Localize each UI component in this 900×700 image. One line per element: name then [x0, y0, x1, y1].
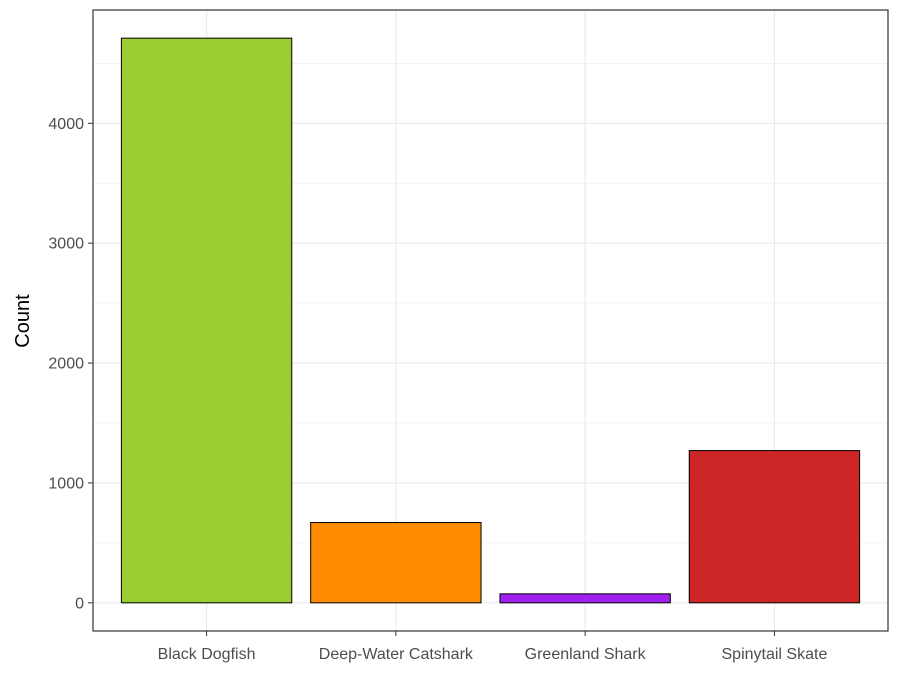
y-tick-label: 0: [75, 595, 84, 612]
x-tick-label: Black Dogfish: [158, 646, 256, 663]
x-axis: Black Dogfish Deep-Water Catshark Greenlan…: [158, 631, 828, 663]
x-tick-label: Greenland Shark: [525, 646, 647, 663]
plot-border: [92, 9, 889, 632]
x-tick-label: Deep-Water Catshark: [319, 646, 474, 663]
bar-greenland-shark: [499, 593, 671, 604]
bar-deep-water-catshark: [310, 522, 482, 604]
bar-spinytail-skate: [688, 450, 861, 604]
y-tick-label: 2000: [48, 356, 84, 373]
y-tick-label: 4000: [48, 116, 84, 133]
bars: [120, 37, 861, 604]
bar-black-dogfish: [120, 37, 293, 604]
y-axis-title: Count: [12, 294, 34, 348]
y-axis: 0 1000 2000 3000 4000: [48, 116, 93, 612]
y-tick-label: 3000: [48, 236, 84, 253]
y-tick-label: 1000: [48, 475, 84, 492]
x-tick-label: Spinytail Skate: [722, 646, 828, 663]
